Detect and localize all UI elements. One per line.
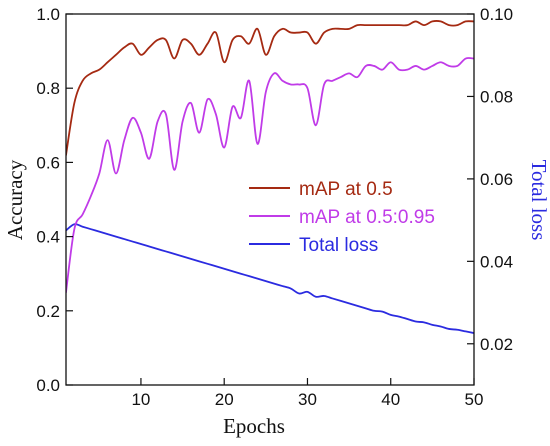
y-right-tick-label: 0.04: [480, 252, 513, 271]
y-axis-right-title: Total loss: [527, 160, 550, 241]
plot-frame: [65, 13, 475, 386]
y-right-tick-label: 0.08: [480, 87, 513, 106]
series-line-total-loss: [66, 223, 474, 334]
axis-ticks: 10 20 30 40 50 0.0 0.2 0.4 0.6 0.8 1.0 0.02 0.04 0.06…: [36, 5, 513, 409]
x-tick-label: 30: [298, 390, 317, 409]
y-right-tick-label: 0.06: [480, 170, 513, 189]
x-axis-title: Epochs: [223, 414, 285, 438]
y-left-tick-label: 0.8: [36, 79, 60, 98]
y-left-tick-label: 0.0: [36, 376, 60, 395]
y-right-tick-label: 0.02: [480, 335, 513, 354]
x-tick-label: 20: [215, 390, 234, 409]
legend-label: mAP at 0.5:0.95: [299, 207, 435, 228]
y-axis-left-title: Accuracy: [3, 159, 27, 240]
y-left-tick-label: 0.2: [36, 302, 60, 321]
series-line-map-at-0-5-0-95: [66, 57, 474, 294]
legend: mAP at 0.5 mAP at 0.5:0.95 Total loss: [249, 179, 435, 256]
y-left-tick-label: 1.0: [36, 5, 60, 24]
y-right-tick-label: 0.10: [480, 5, 513, 24]
series-lines: [66, 20, 474, 334]
y-left-tick-label: 0.6: [36, 153, 60, 172]
y-left-tick-label: 0.4: [36, 228, 60, 247]
legend-label: Total loss: [299, 235, 378, 256]
x-tick-label: 40: [381, 390, 400, 409]
legend-label: mAP at 0.5: [299, 179, 393, 200]
x-tick-label: 50: [465, 390, 484, 409]
series-line-map-at-0-5: [66, 20, 474, 156]
x-tick-label: 10: [131, 390, 150, 409]
